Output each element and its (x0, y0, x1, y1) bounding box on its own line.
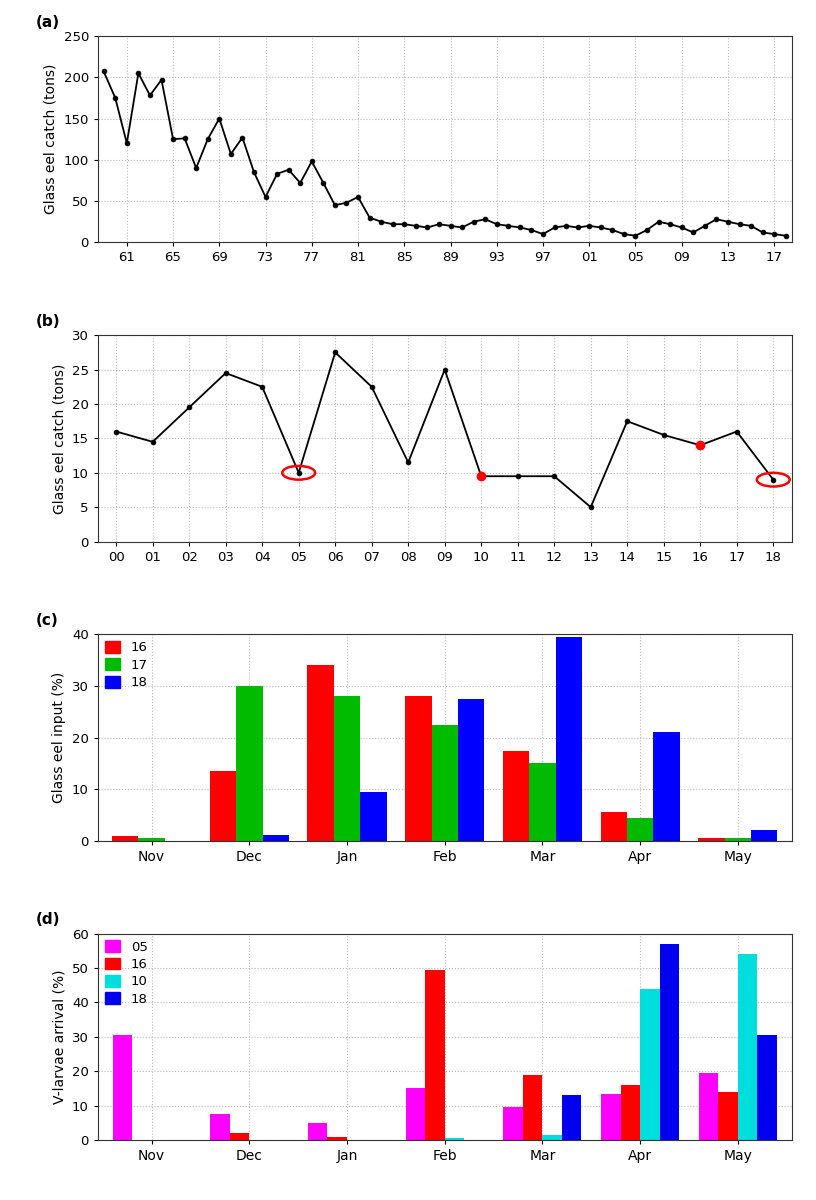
Bar (751, 830, 778, 841)
Bar (620, 1085, 640, 1140)
Bar (627, 817, 654, 841)
Text: (c): (c) (36, 613, 58, 629)
Bar (659, 944, 679, 1140)
Bar (425, 970, 445, 1140)
Y-axis label: V-larvae arrival (%): V-larvae arrival (%) (52, 970, 66, 1104)
Bar (327, 1136, 347, 1140)
Bar (523, 1075, 543, 1140)
Bar (112, 835, 139, 841)
Bar (432, 725, 458, 841)
Y-axis label: Glass eel input (%): Glass eel input (%) (52, 672, 66, 803)
Bar (503, 750, 530, 841)
Bar (718, 1092, 738, 1140)
Bar (530, 763, 556, 841)
Text: (a): (a) (36, 14, 60, 30)
Bar (640, 989, 659, 1140)
Y-axis label: Glass eel catch (tons): Glass eel catch (tons) (44, 64, 58, 215)
Bar (308, 1123, 327, 1140)
Bar (698, 839, 725, 841)
Bar (698, 1073, 718, 1140)
Bar (230, 1133, 250, 1140)
Bar (210, 772, 236, 841)
Bar (263, 834, 289, 841)
Bar (562, 1096, 582, 1140)
Bar (334, 696, 360, 841)
Legend: 16, 17, 18: 16, 17, 18 (104, 641, 148, 689)
Bar (445, 1139, 464, 1140)
Bar (406, 1088, 425, 1140)
Bar (360, 792, 387, 841)
Bar (503, 1108, 523, 1140)
Bar (738, 954, 757, 1140)
Legend: 05, 16, 10, 18: 05, 16, 10, 18 (104, 941, 148, 1006)
Bar (601, 1093, 620, 1140)
Bar (757, 1036, 777, 1140)
Bar (654, 732, 680, 841)
Bar (543, 1135, 562, 1140)
Y-axis label: Glass eel catch (tons): Glass eel catch (tons) (52, 364, 66, 514)
Text: (b): (b) (36, 314, 60, 329)
Text: (d): (d) (36, 912, 60, 928)
Bar (308, 665, 334, 841)
Bar (556, 637, 582, 841)
Bar (725, 839, 751, 841)
Bar (113, 1036, 132, 1140)
Bar (458, 698, 484, 841)
Bar (406, 696, 432, 841)
Bar (211, 1115, 230, 1140)
Bar (601, 812, 627, 841)
Bar (139, 839, 165, 841)
Bar (236, 686, 263, 841)
